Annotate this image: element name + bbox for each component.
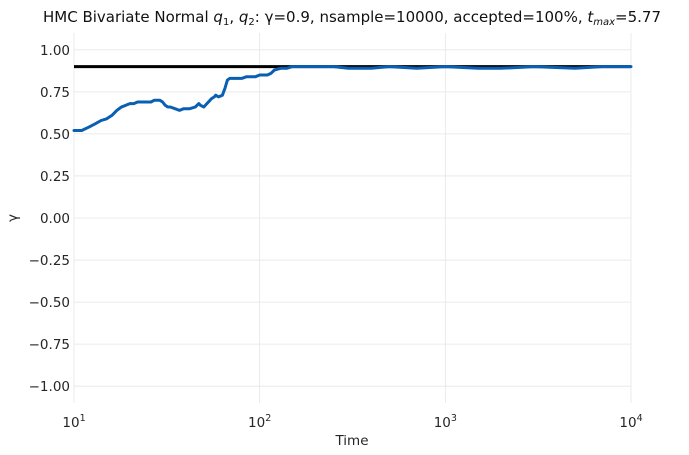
y-tick-label: 0.75 xyxy=(40,85,70,101)
x-axis-ticks: 101 102 103 104 xyxy=(62,413,642,431)
y-tick-label: 0.25 xyxy=(40,169,70,185)
x-tick-label: 101 xyxy=(62,413,85,431)
y-tick-label: −0.50 xyxy=(29,295,70,311)
x-axis-label: Time xyxy=(334,433,368,449)
chart-title: HMC Bivariate Normal q1, q2: γ=0.9, nsam… xyxy=(43,8,661,28)
y-tick-label: 1.00 xyxy=(40,43,70,59)
y-axis-label: γ xyxy=(5,214,21,222)
y-tick-label: −0.25 xyxy=(29,253,70,269)
series-line xyxy=(72,65,633,132)
y-tick-label: −1.00 xyxy=(29,379,70,395)
x-tick-label: 103 xyxy=(434,413,457,431)
y-axis-ticks: 1.00 0.75 0.50 0.25 0.00 −0.25 −0.50 −0.75 −1.00 xyxy=(29,43,70,395)
x-tick-label: 102 xyxy=(248,413,271,431)
series-layer xyxy=(72,65,633,132)
y-tick-label: −0.75 xyxy=(29,337,70,353)
x-tick-label: 104 xyxy=(619,413,642,431)
y-tick-label: 0.50 xyxy=(40,127,70,143)
y-tick-label: 0.00 xyxy=(40,211,70,227)
grid xyxy=(73,33,632,403)
